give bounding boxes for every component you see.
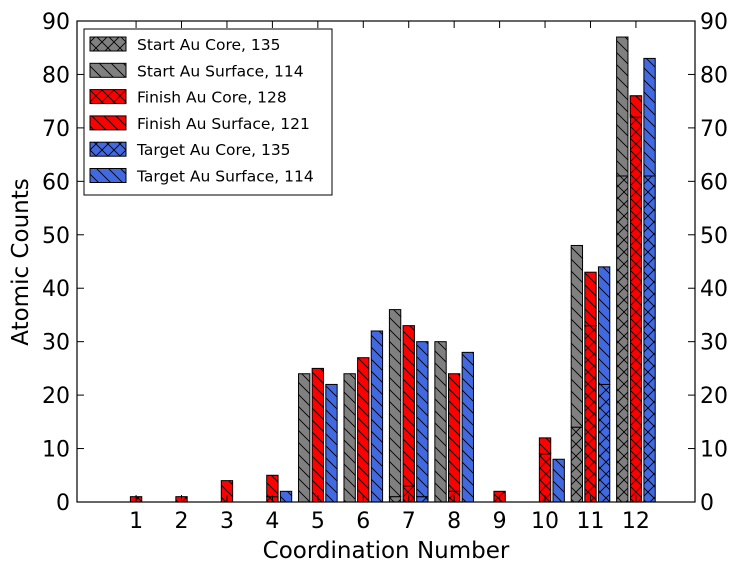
bar-start-cn7-core-bar (388, 496, 402, 503)
bar-target-cn12-core-bar (643, 175, 656, 503)
x-tick-label: 8 (447, 509, 461, 534)
y-tick-label-left: 0 (56, 491, 70, 516)
bar-finish-cn10-core-bar (538, 453, 552, 503)
y-tick-label-left: 70 (42, 117, 70, 142)
x-tick-label: 2 (175, 509, 189, 534)
plot-frame (76, 20, 696, 503)
bar-finish-cn11-surface-bar (584, 271, 597, 327)
bar-finish-cn5-surface-bar (311, 367, 325, 503)
y-tick-label-right: 30 (700, 331, 728, 356)
x-tick-label: 10 (531, 509, 559, 534)
legend-label: Target Au Surface, 114 (136, 168, 314, 186)
bar-start-cn11-core-bar (570, 426, 584, 503)
bar-finish-cn6-surface-bar (357, 357, 370, 503)
bars-layer (129, 36, 656, 503)
y-tick-label-left: 40 (42, 277, 70, 302)
legend-label: Target Au Core, 135 (136, 141, 291, 159)
bar-finish-cn10-surface-bar (538, 437, 552, 455)
x-tick-label: 12 (622, 509, 650, 534)
bar-start-cn11-surface-bar (570, 244, 584, 428)
bar-target-cn12-surface-bar (643, 57, 656, 177)
bar-target-cn7-core-bar (416, 496, 429, 503)
legend-swatch (89, 115, 127, 131)
x-axis-label: Coordination Number (263, 538, 510, 564)
legend-label: Start Au Core, 135 (137, 36, 280, 54)
bar-target-cn4-surface-bar (279, 490, 293, 503)
bar-finish-cn12-core-bar (629, 95, 643, 503)
x-tick-label: 7 (402, 509, 416, 534)
x-tick-label: 6 (356, 509, 370, 534)
y-tick-label-right: 50 (700, 224, 728, 249)
y-tick-label-right: 80 (700, 63, 728, 88)
y-tick-label-right: 0 (700, 491, 714, 516)
legend-swatch (89, 89, 127, 105)
bar-finish-cn11-core-bar (584, 325, 597, 503)
y-tick-label-left: 90 (42, 10, 70, 35)
bar-target-cn8-surface-bar (461, 351, 474, 503)
legend: Start Au Core, 135 Start Au Surface, 114 F… (83, 28, 333, 196)
y-tick-label-right: 90 (700, 10, 728, 35)
x-tick-label: 11 (576, 509, 604, 534)
y-tick-label-right: 60 (700, 170, 728, 195)
y-tick-label-right: 70 (700, 117, 728, 142)
x-tick-label: 4 (265, 509, 279, 534)
bar-start-cn6-surface-bar (343, 373, 356, 503)
y-tick-label-left: 30 (42, 331, 70, 356)
y-tick-label-right: 10 (700, 438, 728, 463)
y-tick-label-left: 10 (42, 438, 70, 463)
bar-target-cn11-core-bar (597, 383, 611, 503)
bar-finish-cn8-surface-bar (447, 373, 461, 492)
legend-label: Start Au Surface, 114 (137, 62, 304, 80)
legend-swatch (89, 168, 127, 183)
bar-start-cn5-surface-bar (298, 373, 311, 503)
bar-start-cn7-surface-bar (388, 309, 402, 498)
y-tick-label-left: 60 (42, 170, 70, 195)
x-tick-label: 3 (220, 509, 234, 534)
legend-label: Finish Au Surface, 121 (137, 115, 310, 133)
y-tick-label-left: 50 (42, 224, 70, 249)
y-tick-label-left: 20 (42, 384, 70, 409)
bar-target-cn11-surface-bar (597, 266, 611, 385)
bar-finish-cn4-surface-bar (266, 474, 279, 498)
x-tick-label: 9 (493, 509, 507, 534)
y-axis-label: Atomic Counts (8, 178, 34, 345)
bar-target-cn5-surface-bar (325, 383, 338, 503)
x-tick-label: 1 (129, 509, 143, 534)
legend-swatch (89, 62, 127, 78)
bar-target-cn7-surface-bar (416, 341, 429, 498)
legend-label: Finish Au Core, 128 (137, 89, 287, 107)
bar-start-cn12-surface-bar (616, 36, 629, 177)
x-tick-label: 5 (311, 509, 325, 534)
legend-box (83, 28, 333, 196)
bar-target-cn6-surface-bar (370, 330, 384, 503)
y-tick-label-left: 80 (42, 63, 70, 88)
bar-target-cn10-surface-bar (552, 458, 565, 503)
legend-swatch (89, 36, 127, 52)
bar-start-cn12-core-bar (616, 175, 629, 503)
y-tick-label-right: 20 (700, 384, 728, 409)
bar-finish-cn7-surface-bar (402, 325, 415, 487)
bar-start-cn8-surface-bar (434, 341, 447, 503)
y-tick-label-right: 40 (700, 277, 728, 302)
legend-swatch (89, 141, 127, 157)
bar-finish-cn12-surface-bar (629, 95, 643, 118)
